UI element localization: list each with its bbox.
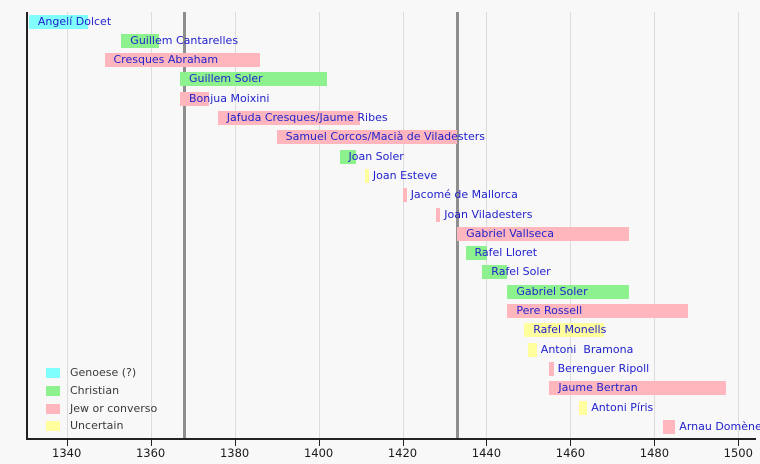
timeline-bar[interactable] (549, 361, 554, 376)
timeline-bar[interactable] (457, 226, 630, 241)
x-tick-1360 (150, 440, 152, 446)
timeline-bar-label[interactable]: Rafel Lloret (474, 246, 538, 260)
x-tick-label-1440: 1440 (471, 446, 502, 460)
gridline-1420 (402, 12, 404, 438)
event-line-1368 (182, 12, 186, 438)
timeline-bar[interactable] (662, 419, 676, 434)
gridline-1380 (234, 12, 236, 438)
timeline-bar[interactable] (104, 53, 260, 68)
timeline-bar-label[interactable]: Berenguer Ripoll (557, 361, 650, 375)
x-tick-1380 (234, 440, 236, 446)
x-tick-1340 (66, 440, 68, 446)
timeline-bar-label[interactable]: Jafuda Cresques/Jaume Ribes (226, 111, 388, 124)
x-axis (26, 438, 756, 440)
legend-label-jew: Jew or converso (70, 401, 158, 415)
x-tick-label-1360: 1360 (135, 446, 166, 460)
gridline-1400 (318, 12, 320, 438)
gridline-1460 (570, 12, 572, 438)
timeline-bar-label[interactable]: Bonjua Moixini (189, 91, 270, 105)
gridline-1480 (654, 12, 656, 438)
x-tick-label-1500: 1500 (723, 446, 753, 460)
event-line-1433 (455, 12, 459, 438)
timeline-bar[interactable] (482, 265, 508, 280)
timeline-bar[interactable] (121, 33, 160, 48)
timeline-bar-label[interactable]: Joan Viladesters (444, 207, 533, 221)
x-tick-1400 (318, 440, 320, 446)
gridline-1440 (486, 12, 488, 438)
gridline-1340 (66, 12, 68, 438)
timeline-bar-label[interactable]: Angelí Dolcet (37, 14, 112, 28)
legend-item-uncertain: Uncertain (46, 420, 186, 432)
timeline-bar[interactable] (339, 149, 357, 164)
timeline-bar-label[interactable]: Gabriel Vallseca (466, 226, 555, 240)
timeline-bar[interactable] (276, 130, 458, 145)
timeline-bar[interactable] (402, 188, 407, 203)
legend-label-christian: Christian (70, 383, 120, 397)
legend-item-christian: Christian (46, 383, 186, 397)
timeline-bar[interactable] (549, 381, 726, 396)
legend-label-genoese: Genoese (?) (70, 366, 137, 379)
legend-item-genoese: Genoese (?) (46, 367, 186, 379)
x-tick-1460 (570, 440, 572, 446)
timeline-bar-label[interactable]: Joan Soler (348, 149, 404, 163)
timeline-bar-label[interactable]: Jacomé de Mallorca (410, 188, 518, 202)
timeline-bar-label[interactable]: Rafel Soler (491, 265, 551, 279)
timeline-bar[interactable] (180, 91, 210, 106)
x-tick-label-1460: 1460 (555, 446, 586, 460)
x-tick-1500 (738, 440, 740, 446)
timeline-bar[interactable] (217, 111, 361, 125)
x-tick-1420 (402, 440, 404, 446)
timeline-bar-label[interactable]: Antoni Píris (591, 400, 654, 414)
timeline-bar-label[interactable]: Guillem Cantarelles (130, 33, 239, 47)
x-tick-label-1480: 1480 (639, 446, 670, 460)
timeline-bar[interactable] (364, 168, 369, 183)
timeline-bar-label[interactable]: Jaume Bertran (558, 381, 638, 395)
legend-label-uncertain: Uncertain (70, 419, 124, 433)
timeline-bar[interactable] (465, 246, 487, 261)
timeline-bar[interactable] (28, 14, 88, 29)
legend-item-jew: Jew or converso (46, 401, 186, 415)
timeline-bar-label[interactable]: Cresques Abraham (113, 53, 219, 67)
legend-swatch-jew (46, 403, 60, 414)
x-tick-label-1340: 1340 (52, 446, 82, 460)
gridline-1500 (738, 12, 740, 438)
x-tick-label-1420: 1420 (387, 446, 418, 460)
legend-swatch-christian (46, 385, 60, 396)
gridline-1360 (150, 12, 152, 438)
timeline-bar[interactable] (578, 400, 588, 415)
timeline-bar[interactable] (507, 284, 630, 299)
legend-swatch-genoese (46, 368, 60, 378)
timeline-bar-label[interactable]: Pere Rossell (516, 304, 583, 317)
y-axis (26, 12, 28, 438)
timeline-bar[interactable] (524, 323, 604, 338)
timeline-bar-label[interactable]: Gabriel Soler (516, 284, 588, 298)
timeline-bar[interactable] (436, 207, 441, 222)
x-tick-label-1380: 1380 (219, 446, 250, 460)
x-tick-label-1400: 1400 (303, 446, 334, 460)
timeline-bar[interactable] (528, 342, 537, 357)
x-tick-1480 (654, 440, 656, 446)
timeline-bar[interactable] (507, 304, 688, 318)
timeline-bar[interactable] (180, 72, 327, 87)
timeline-bar-label[interactable]: Guillem Soler (189, 72, 263, 86)
timeline-bar-label[interactable]: Samuel Corcos/Macià de Viladesters (285, 130, 486, 144)
legend-swatch-uncertain (46, 421, 60, 432)
timeline-bar-label[interactable]: Arnau Domènech (679, 419, 760, 433)
x-tick-1440 (486, 440, 488, 446)
timeline-bar-label[interactable]: Rafel Monells (533, 323, 607, 337)
timeline-bar-label[interactable]: Joan Esteve (372, 168, 438, 182)
timeline-bar-label[interactable]: Antoni Bramona (540, 342, 634, 356)
